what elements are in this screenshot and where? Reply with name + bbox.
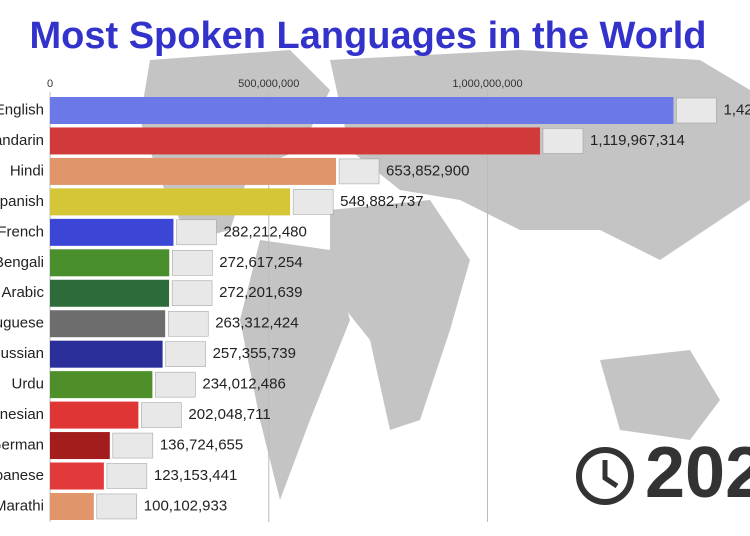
value-label: 272,617,254 bbox=[219, 254, 302, 271]
flag bbox=[171, 280, 213, 307]
flag bbox=[141, 402, 182, 428]
category-label: English bbox=[0, 101, 44, 118]
bar bbox=[50, 188, 291, 216]
value-label: 548,882,737 bbox=[340, 193, 423, 210]
year-label: 202 bbox=[645, 433, 750, 513]
flag bbox=[112, 432, 154, 459]
category-label: Bengali bbox=[0, 254, 44, 271]
value-label: 202,048,711 bbox=[188, 406, 270, 423]
value-label: 1,119,967,314 bbox=[590, 132, 685, 149]
category-label: andarin bbox=[0, 132, 44, 149]
category-label: German bbox=[0, 437, 44, 454]
flag bbox=[172, 250, 213, 276]
value-label: 136,724,655 bbox=[160, 437, 243, 454]
flag bbox=[176, 219, 217, 246]
category-label: panese bbox=[0, 467, 44, 484]
value-label: 1,42 bbox=[723, 101, 750, 118]
bar bbox=[50, 432, 110, 460]
category-label: Urdu bbox=[11, 376, 44, 393]
bar bbox=[50, 401, 139, 429]
value-label: 263,312,424 bbox=[215, 315, 298, 332]
category-label: uguese bbox=[0, 315, 44, 332]
bar bbox=[50, 492, 94, 520]
flag bbox=[167, 310, 209, 337]
category-label: Marathi bbox=[0, 497, 44, 514]
flag bbox=[165, 341, 206, 367]
flag bbox=[542, 128, 584, 154]
value-label: 123,153,441 bbox=[154, 467, 237, 484]
bar bbox=[50, 97, 674, 124]
flag bbox=[96, 493, 138, 520]
bar bbox=[50, 462, 104, 490]
x-tick-label: 500,000,000 bbox=[238, 78, 299, 90]
bar bbox=[50, 249, 170, 277]
flag bbox=[106, 463, 148, 489]
bar bbox=[50, 218, 174, 246]
value-label: 257,355,739 bbox=[213, 345, 296, 362]
clock-icon bbox=[576, 447, 634, 505]
category-label: Arabic bbox=[1, 284, 44, 301]
value-label: 100,102,933 bbox=[144, 497, 227, 514]
bar bbox=[50, 310, 166, 338]
flag bbox=[292, 189, 334, 215]
flag bbox=[155, 371, 196, 398]
x-tick-label: 0 bbox=[47, 78, 53, 90]
value-label: 272,201,639 bbox=[219, 284, 302, 301]
flag bbox=[338, 158, 380, 185]
chart-title: Most Spoken Languages in the World bbox=[29, 15, 706, 57]
value-label: 282,212,480 bbox=[223, 223, 306, 240]
category-label: Russian bbox=[0, 345, 44, 362]
category-label: onesian bbox=[0, 406, 44, 423]
x-tick-label: 1,000,000,000 bbox=[452, 78, 522, 90]
value-label: 234,012,486 bbox=[202, 376, 285, 393]
bar bbox=[50, 127, 540, 155]
category-label: French bbox=[0, 223, 44, 240]
bar bbox=[50, 340, 163, 368]
flag bbox=[676, 97, 717, 124]
bar bbox=[50, 279, 170, 307]
value-label: 653,852,900 bbox=[386, 162, 469, 179]
bar bbox=[50, 371, 153, 399]
category-label: panish bbox=[0, 193, 44, 210]
category-label: Hindi bbox=[10, 162, 44, 179]
bar bbox=[50, 157, 337, 185]
